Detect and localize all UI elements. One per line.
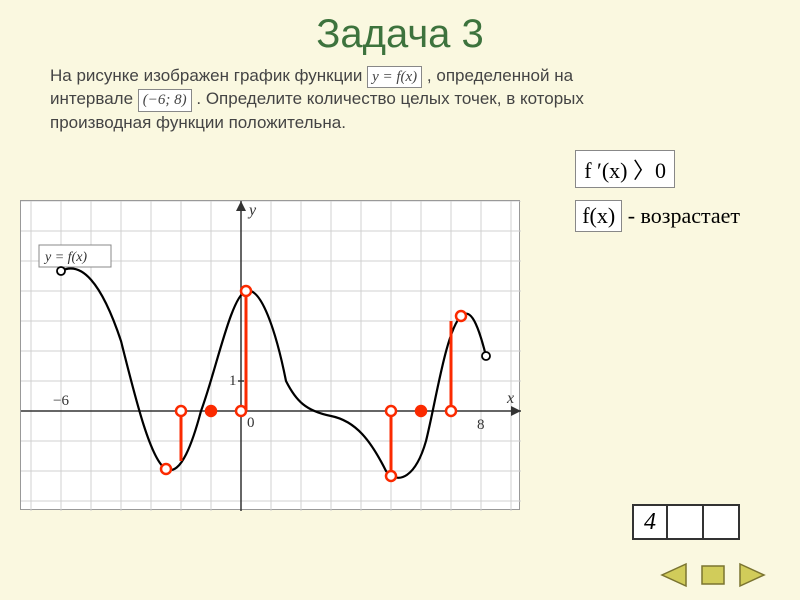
prev-icon [658, 562, 688, 588]
prev-button[interactable] [656, 560, 690, 590]
problem-line1a: На рисунке изображен график функции [50, 66, 367, 85]
problem-line2b: . Определите количество целых точек, в к… [196, 89, 584, 108]
increases-note: - возрастает [628, 203, 740, 228]
fx-note: f(x) [575, 200, 622, 232]
answer-cell-1 [668, 504, 704, 540]
problem-line3: производная функции положительна. [50, 113, 346, 132]
chart: x y −6 1 0 8 y = f(x) [20, 200, 520, 510]
fn-equation: y = f(x) [367, 66, 422, 88]
svg-text:1: 1 [229, 373, 237, 389]
chart-svg: x y −6 1 0 8 y = f(x) [21, 201, 521, 511]
problem-text: На рисунке изображен график функции y = … [0, 57, 800, 138]
nav-controls [656, 560, 770, 590]
home-icon [698, 562, 728, 588]
svg-text:8: 8 [477, 417, 485, 433]
interval: (−6; 8) [138, 89, 192, 111]
problem-line1b: , определенной на [427, 66, 573, 85]
page-title: Задача 3 [0, 0, 800, 57]
svg-text:−6: −6 [53, 393, 69, 409]
next-icon [738, 562, 768, 588]
svg-text:0: 0 [247, 415, 255, 431]
svg-text:y: y [247, 202, 257, 219]
deriv-note: f ′(x) 〉0 [575, 150, 675, 188]
math-notes: f ′(x) 〉0 f(x) - возрастает [575, 150, 740, 232]
home-button[interactable] [696, 560, 730, 590]
answer-cell-2 [704, 504, 740, 540]
svg-text:y = f(x): y = f(x) [43, 250, 87, 265]
answer-cell-0: 4 [632, 504, 668, 540]
next-button[interactable] [736, 560, 770, 590]
svg-text:x: x [506, 390, 514, 407]
answer-box: 4 [632, 504, 740, 540]
problem-line2a: интервале [50, 89, 138, 108]
